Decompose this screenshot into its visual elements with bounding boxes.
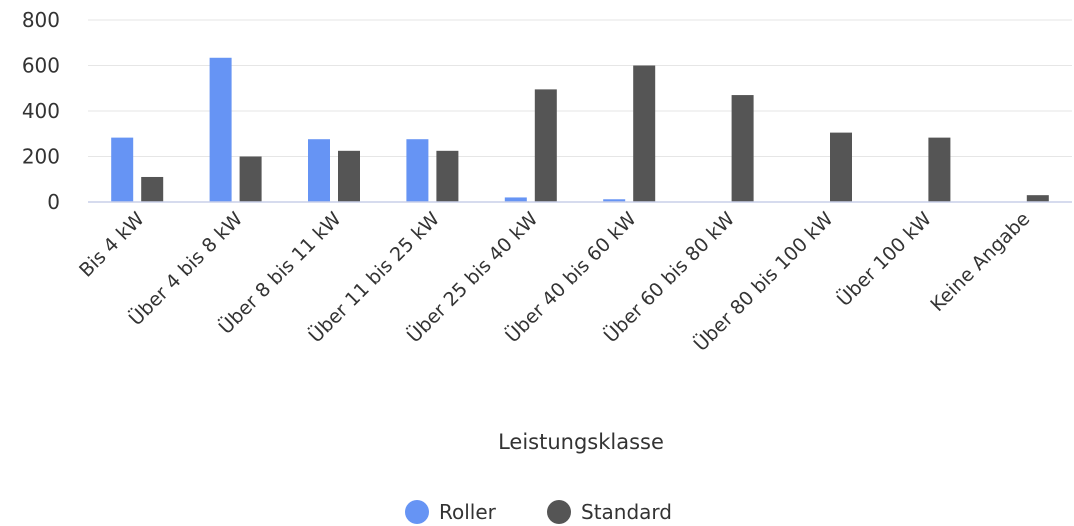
legend-swatch-roller <box>405 500 429 524</box>
y-axis-ticks: 0 200 400 600 800 <box>22 8 60 214</box>
legend: Roller Standard <box>405 500 672 524</box>
bars-layer <box>111 57 1049 203</box>
y-tick-label: 0 <box>47 190 60 214</box>
x-tick-label: Keine Angabe <box>926 208 1034 316</box>
bar-roller-5[interactable] <box>603 199 626 202</box>
y-tick-label: 400 <box>22 99 60 123</box>
bar-standard-1[interactable] <box>239 156 262 203</box>
y-tick-label: 600 <box>22 54 60 78</box>
grid-layer <box>88 19 1072 157</box>
bar-standard-2[interactable] <box>338 150 360 202</box>
legend-swatch-standard <box>547 500 571 524</box>
bar-roller-0[interactable] <box>111 137 134 202</box>
x-tick-label: Über 100 kW <box>832 207 936 311</box>
bar-standard-8[interactable] <box>928 137 951 202</box>
bar-standard-0[interactable] <box>141 176 164 202</box>
legend-item-roller[interactable]: Roller <box>405 500 497 524</box>
bar-standard-9[interactable] <box>1026 195 1049 202</box>
bar-standard-5[interactable] <box>633 65 656 203</box>
bar-roller-4[interactable] <box>504 197 527 202</box>
legend-label-standard: Standard <box>581 500 672 524</box>
legend-item-standard[interactable]: Standard <box>547 500 672 524</box>
bar-standard-7[interactable] <box>830 132 852 202</box>
legend-label-roller: Roller <box>439 500 497 524</box>
x-tick-label: Bis 4 kW <box>75 208 149 282</box>
bar-roller-3[interactable] <box>406 139 429 202</box>
y-tick-label: 200 <box>22 145 60 169</box>
x-axis-title: Leistungsklasse <box>498 430 664 454</box>
bar-roller-2[interactable] <box>308 139 330 202</box>
bar-standard-3[interactable] <box>436 150 459 202</box>
bar-standard-4[interactable] <box>534 89 557 202</box>
bar-roller-1[interactable] <box>209 57 232 202</box>
y-tick-label: 800 <box>22 8 60 32</box>
bar-standard-6[interactable] <box>731 95 754 202</box>
